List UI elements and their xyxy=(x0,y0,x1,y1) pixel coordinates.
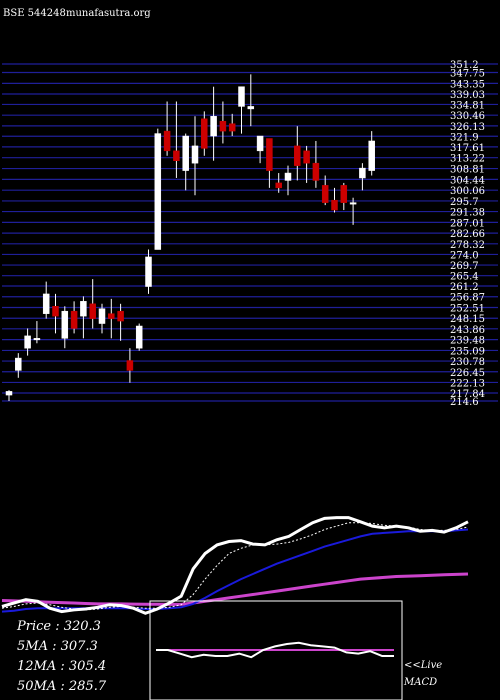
price-level-label: 326.13 xyxy=(450,122,485,133)
price-level-label: 291.38 xyxy=(450,208,485,219)
candle-down xyxy=(201,118,208,149)
price-level-label: 243.86 xyxy=(450,325,485,336)
price-level-label: 351.2 xyxy=(450,60,479,71)
price-level-label: 235.09 xyxy=(450,346,485,357)
candle-down xyxy=(303,150,310,164)
candle-down xyxy=(108,313,115,319)
candle-up xyxy=(42,293,50,314)
price-level-label: 308.81 xyxy=(450,165,485,176)
price-level-label: 230.78 xyxy=(450,357,485,368)
candles xyxy=(5,74,375,401)
candle-up xyxy=(33,338,41,341)
price-level-label: 321.9 xyxy=(450,132,479,143)
candle-up xyxy=(247,106,255,110)
candle-down xyxy=(117,310,124,322)
candle-down xyxy=(266,138,273,171)
price-level-label: 274.0 xyxy=(450,250,479,261)
macd-line xyxy=(156,641,394,659)
price-level-label: 265.4 xyxy=(450,272,479,283)
price-level-label: 261.2 xyxy=(450,282,479,293)
price-level-label: 334.81 xyxy=(450,100,485,111)
candle-down xyxy=(163,130,171,152)
price-grid: 351.2347.75343.35339.03334.81330.46326.1… xyxy=(2,60,498,408)
price-level-label: 278.32 xyxy=(450,240,485,251)
stat-price: Price : 320.3 xyxy=(16,619,101,634)
candle-up xyxy=(284,172,292,181)
stat-5ma: 5MA : 307.3 xyxy=(17,639,98,654)
price-level-label: 252.51 xyxy=(450,303,485,314)
candle-up xyxy=(135,325,143,349)
candle-down xyxy=(294,145,301,166)
price-level-label: 330.46 xyxy=(450,111,485,122)
candle-down xyxy=(340,185,348,203)
price-level-label: 300.06 xyxy=(450,186,485,197)
price-level-label: 217.84 xyxy=(450,389,485,400)
candle-up xyxy=(24,335,31,349)
price-level-label: 239.48 xyxy=(450,336,485,347)
macd-panel: <<Live MACD xyxy=(149,600,442,700)
candle-down xyxy=(89,303,96,319)
price-level-label: 222.13 xyxy=(450,378,485,389)
candle-down xyxy=(173,150,180,161)
price-level-label: 256.87 xyxy=(450,293,485,304)
candle-down xyxy=(228,123,236,132)
price-level-label: 343.35 xyxy=(450,79,485,90)
price-level-label: 269.7 xyxy=(450,261,479,272)
candle-up xyxy=(182,135,189,171)
header-right: munafasutra.org xyxy=(66,8,151,19)
candle-down xyxy=(321,185,329,203)
candle-up xyxy=(359,167,366,179)
price-level-label: 313.22 xyxy=(450,154,485,165)
price-line xyxy=(1,516,469,615)
candle-up xyxy=(98,308,106,324)
price-level-label: 214.6 xyxy=(450,397,479,408)
stat-12ma: 12MA : 305.4 xyxy=(17,659,106,674)
candle-down xyxy=(70,310,78,329)
header-left: BSE 544248 xyxy=(3,8,66,19)
candle-up xyxy=(238,86,245,107)
candle-up xyxy=(145,256,152,287)
candle-up xyxy=(154,133,162,250)
candle-down xyxy=(331,199,338,211)
candle-up xyxy=(80,301,87,317)
macd-live-label: <<Live xyxy=(404,660,442,671)
candle-down xyxy=(219,120,227,132)
price-level-label: 304.44 xyxy=(450,175,485,186)
candle-down xyxy=(52,306,59,317)
stats-box: Price : 320.3 5MA : 307.3 12MA : 305.4 5… xyxy=(16,619,107,694)
candle-up xyxy=(210,116,217,137)
candle-up xyxy=(15,357,22,371)
candle-up xyxy=(349,202,357,205)
candle-up xyxy=(5,391,13,396)
macd-label: MACD xyxy=(403,677,437,688)
candle-up xyxy=(61,310,69,339)
price-level-label: 295.7 xyxy=(450,197,479,208)
candle-down xyxy=(312,162,320,181)
price-level-label: 347.75 xyxy=(450,69,485,80)
candle-up xyxy=(368,140,375,171)
price-level-label: 317.61 xyxy=(450,143,485,154)
price-level-label: 339.03 xyxy=(450,90,485,101)
price-level-label: 282.66 xyxy=(450,229,485,240)
price-level-label: 248.15 xyxy=(450,314,485,325)
moving-average-panel xyxy=(1,516,469,615)
macd-panel-border xyxy=(149,600,403,700)
stat-50ma: 50MA : 285.7 xyxy=(17,679,107,694)
price-level-label: 226.45 xyxy=(450,368,485,379)
ma50-line xyxy=(1,572,469,606)
candle-down xyxy=(275,182,282,189)
price-level-label: 287.01 xyxy=(450,218,485,229)
candle-up xyxy=(256,135,264,152)
candle-down xyxy=(126,360,134,371)
candle-up xyxy=(191,145,199,164)
